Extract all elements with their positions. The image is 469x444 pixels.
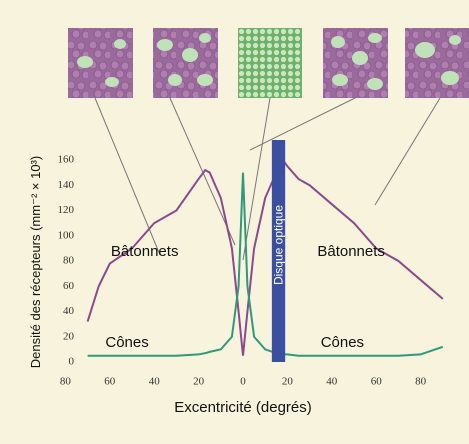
x-tick-label: 40 [149,376,161,388]
series-label: Cônes [321,334,364,351]
y-tick-label: 80 [63,255,75,267]
pointer-lines [94,97,441,261]
y-axis-title: Densité des récepteurs (mm⁻² × 10³) [28,156,43,368]
series-line [87,172,444,357]
retina-thumbnails [68,28,469,98]
y-tick-label: 40 [63,305,75,317]
optic-disc [271,140,286,362]
y-tick-label: 60 [63,280,75,292]
x-tick-label: 20 [193,376,205,388]
x-tick-label: 80 [415,376,427,388]
y-tick-label: 100 [58,229,75,241]
series-label: Bâtonnets [317,243,385,260]
y-tick-label: 0 [69,356,75,368]
x-tick-label: 80 [60,376,72,388]
y-tick-label: 20 [63,330,75,342]
x-tick-label: 60 [104,376,116,388]
series-line [86,158,444,356]
y-tick-label: 120 [58,204,75,216]
x-tick-label: 0 [240,376,246,388]
series-label: Cônes [105,334,148,351]
y-tick-label: 160 [58,154,75,166]
series-label: Bâtonnets [111,243,179,260]
optic-disc-label: Disque optique [272,205,286,285]
y-tick-label: 140 [58,179,75,191]
x-tick-label: 20 [282,376,294,388]
x-tick-label: 60 [371,376,383,388]
x-axis-title: Excentricité (degrés) [174,399,312,416]
x-tick-label: 40 [326,376,338,388]
